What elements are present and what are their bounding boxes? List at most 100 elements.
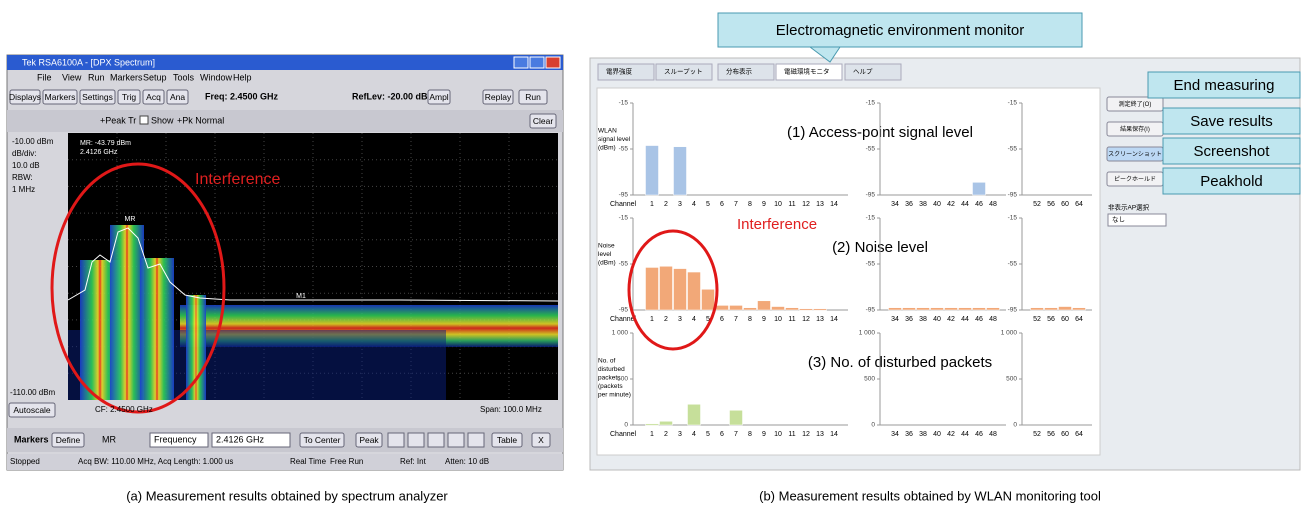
button-label: Ana xyxy=(170,92,185,102)
x-tick-label: 48 xyxy=(989,316,997,323)
y-tick-label: -55 xyxy=(866,146,876,153)
dropdown-value: なし xyxy=(1112,216,1125,224)
row-label: WLAN xyxy=(598,128,617,135)
annotation: Interference xyxy=(737,216,817,233)
bar xyxy=(889,308,902,310)
marker-label: M1 xyxy=(296,293,306,300)
x-tick-label: 10 xyxy=(774,316,782,323)
x-tick-label: 40 xyxy=(933,201,941,208)
signal-peak xyxy=(186,295,206,400)
x-tick-label: 34 xyxy=(891,201,899,208)
x-tick-label: 8 xyxy=(748,431,752,438)
menu-item: Window xyxy=(200,72,233,82)
x-tick-label: 42 xyxy=(947,431,955,438)
marker-readout: 2.4126 GHz xyxy=(80,149,118,156)
y-tick-label: 1 000 xyxy=(859,330,876,337)
side-label: RBW: xyxy=(12,173,33,182)
y-tick-label: 1 000 xyxy=(612,330,629,337)
center-frequency: CF: 2.4500 GHz xyxy=(95,405,153,414)
span: Span: 100.0 MHz xyxy=(480,405,542,414)
y-tick-label: -15 xyxy=(1008,100,1018,107)
bar xyxy=(660,266,673,310)
x-tick-label: 10 xyxy=(774,201,782,208)
bar xyxy=(730,305,743,310)
x-tick-label: 14 xyxy=(830,431,838,438)
x-tick-label: 6 xyxy=(720,431,724,438)
x-tick-label: 64 xyxy=(1075,316,1083,323)
arrow-button xyxy=(408,433,424,447)
y-tick-label: -55 xyxy=(619,146,629,153)
y-tick-label: -95 xyxy=(1008,192,1018,199)
x-tick-label: 52 xyxy=(1033,431,1041,438)
x-tick-label: 46 xyxy=(975,431,983,438)
button-label: X xyxy=(538,435,544,445)
frequency: Freq: 2.4500 GHz xyxy=(205,91,279,101)
x-tick-label: 34 xyxy=(891,431,899,438)
bar xyxy=(646,267,659,310)
x-tick-label: 13 xyxy=(816,431,824,438)
bar xyxy=(646,146,659,195)
y-tick-label: 500 xyxy=(1006,376,1017,383)
button-label: 測定終了(O) xyxy=(1119,100,1152,108)
menu-item: Run xyxy=(88,72,105,82)
y-tick-label: -55 xyxy=(866,261,876,268)
bar xyxy=(716,305,729,310)
bar xyxy=(674,269,687,310)
x-tick-label: 4 xyxy=(692,431,696,438)
x-tick-label: 56 xyxy=(1047,201,1055,208)
status-item: Ref: Int xyxy=(400,457,427,466)
caption: (b) Measurement results obtained by WLAN… xyxy=(759,488,1101,503)
marker-bar-label: Markers xyxy=(14,434,49,444)
window-control xyxy=(546,57,560,68)
x-tick-label: 36 xyxy=(905,201,913,208)
button-label: Define xyxy=(56,435,81,445)
button-label: Markers xyxy=(45,92,76,102)
arrow-button xyxy=(388,433,404,447)
button-label: Table xyxy=(497,435,518,445)
x-tick-label: 2 xyxy=(664,316,668,323)
callout-text: End measuring xyxy=(1174,77,1275,94)
row-label: (dBm) xyxy=(598,260,616,267)
x-tick-label: 6 xyxy=(720,316,724,323)
figure: Tek RSA6100A - [DPX Spectrum]FileViewRun… xyxy=(0,0,1305,514)
x-tick-label: 40 xyxy=(933,431,941,438)
status-item: Acq BW: 110.00 MHz, Acq Length: 1.000 us xyxy=(78,457,233,466)
button-label: Settings xyxy=(82,92,113,102)
button-label: Clear xyxy=(533,116,553,126)
caption: (a) Measurement results obtained by spec… xyxy=(126,488,448,503)
y-tick-label: -15 xyxy=(1008,215,1018,222)
x-tick-label: 46 xyxy=(975,201,983,208)
x-tick-label: 56 xyxy=(1047,316,1055,323)
arrow-button xyxy=(468,433,484,447)
trace-control: +Pk Normal xyxy=(177,115,224,125)
x-tick-label: 64 xyxy=(1075,431,1083,438)
bar xyxy=(688,404,701,425)
y-tick-label: 0 xyxy=(1013,422,1017,429)
tab-label: 電磁環境モニタ xyxy=(784,67,830,76)
x-tick-label: 9 xyxy=(762,431,766,438)
arrow-button xyxy=(428,433,444,447)
x-tick-label: 13 xyxy=(816,201,824,208)
x-tick-label: 11 xyxy=(788,431,795,438)
y-tick-label: -55 xyxy=(1008,146,1018,153)
x-tick-label: 11 xyxy=(788,201,795,208)
button-label: Trig xyxy=(122,92,137,102)
row-label: Noise xyxy=(598,243,615,250)
y-tick-label: -95 xyxy=(1008,307,1018,314)
x-tick-label: 13 xyxy=(816,316,824,323)
menu-item: Help xyxy=(233,72,252,82)
bar xyxy=(1031,308,1044,310)
x-tick-label: 5 xyxy=(706,201,710,208)
x-tick-label: 48 xyxy=(989,201,997,208)
tab-label: スループット xyxy=(664,68,703,76)
bar xyxy=(814,309,827,311)
x-tick-label: 1 xyxy=(650,201,654,208)
x-tick-label: 2 xyxy=(664,431,668,438)
trace-control: Show xyxy=(151,115,174,125)
y-tick-label: -55 xyxy=(619,261,629,268)
callout-text: Electromagnetic environment monitor xyxy=(776,22,1024,39)
x-tick-label: 8 xyxy=(748,201,752,208)
x-tick-label: 44 xyxy=(961,201,969,208)
marker-readout: MR: -43.79 dBm xyxy=(80,140,131,147)
x-tick-label: 60 xyxy=(1061,316,1069,323)
